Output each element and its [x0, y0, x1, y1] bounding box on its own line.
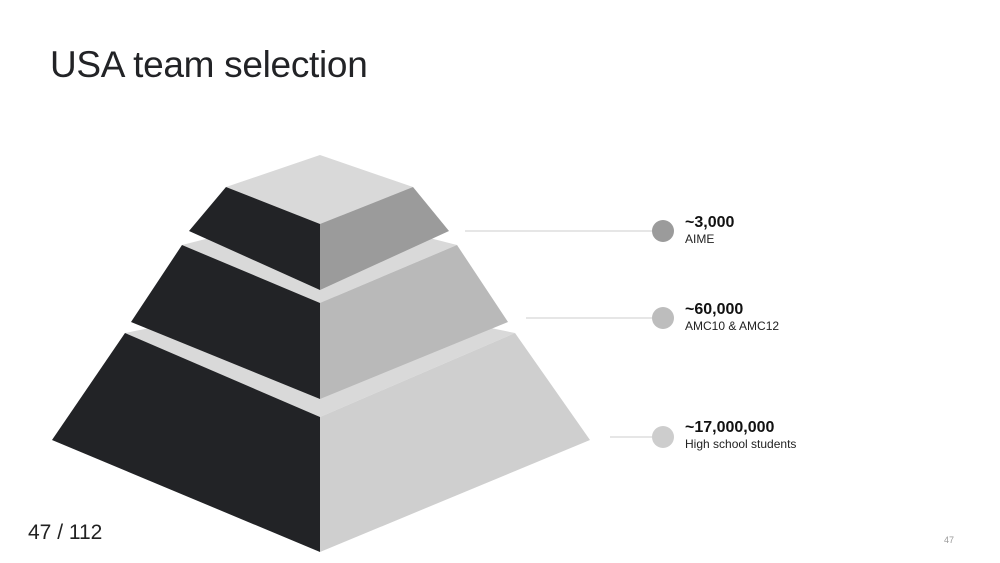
tier2-dot — [652, 307, 674, 329]
tier3-dot — [652, 426, 674, 448]
tier-middle-left-face — [131, 245, 320, 399]
tier1-description: AIME — [685, 232, 715, 246]
tier3-description: High school students — [685, 437, 797, 451]
pyramid-tier-top — [189, 155, 449, 290]
tier-top-left-face — [189, 187, 320, 290]
tier2-description: AMC10 & AMC12 — [685, 319, 780, 333]
tier3-label: ~17,000,000 High school students — [685, 419, 796, 451]
tier2-label: ~60,000 AMC10 & AMC12 — [685, 301, 779, 333]
slide-number: 47 — [944, 535, 955, 545]
tier1-dot — [652, 220, 674, 242]
tier3-value: ~17,000,000 — [685, 419, 775, 436]
tier-bottom-right-face — [320, 333, 590, 552]
slide-title: USA team selection — [50, 44, 368, 85]
tier2-value: ~60,000 — [685, 301, 744, 318]
tier-top-right-face — [320, 187, 449, 290]
tier1-label: ~3,000 AIME — [685, 214, 734, 246]
tier-top-top-face — [226, 155, 413, 224]
page-counter: 47 / 112 — [28, 521, 103, 544]
tier-middle-right-face — [320, 245, 508, 399]
tier-bottom-left-face — [52, 333, 320, 552]
tier1-value: ~3,000 — [685, 214, 735, 231]
